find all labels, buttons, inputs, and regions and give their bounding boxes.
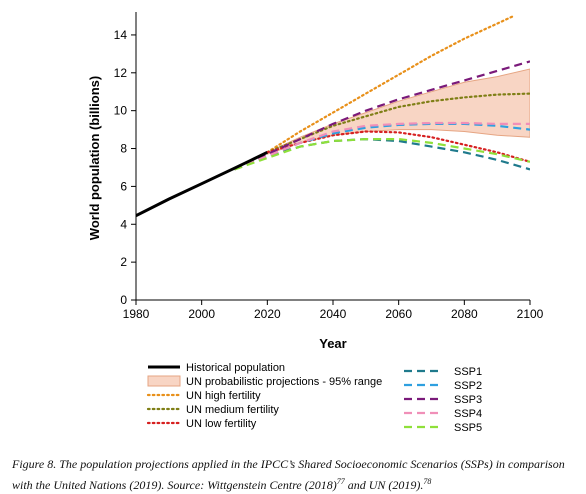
series-line-ssp4 bbox=[234, 121, 530, 171]
legend-label-ssp5: SSP5 bbox=[454, 422, 482, 434]
x-tick-label: 2060 bbox=[385, 307, 412, 321]
y-axis-title: World population (billions) bbox=[87, 76, 102, 240]
legend-label-ssp3: SSP3 bbox=[454, 394, 482, 406]
x-tick-label: 1980 bbox=[123, 307, 150, 321]
y-tick-label: 12 bbox=[114, 66, 128, 80]
x-tick-label: 2020 bbox=[254, 307, 281, 321]
y-tick-label: 0 bbox=[120, 293, 127, 307]
x-tick-label: 2100 bbox=[517, 307, 544, 321]
y-tick-label: 10 bbox=[114, 104, 128, 118]
legend-label-un-low-fertility: UN low fertility bbox=[186, 418, 257, 430]
series-line-ssp3 bbox=[234, 60, 530, 171]
series-line-un-high-fertility bbox=[266, 14, 515, 154]
legend-label-ssp2: SSP2 bbox=[454, 380, 482, 392]
caption-ref-77: 77 bbox=[336, 477, 345, 486]
figure-caption: Figure 8. The population projections app… bbox=[12, 456, 582, 494]
plot-area bbox=[136, 14, 530, 218]
axes: 0 2 4 6 8 10 12 14 1980 2000 2020 2040 2060 2080 2100 bbox=[114, 12, 544, 321]
caption-text-2: and UN (2019). bbox=[344, 478, 424, 492]
x-tick-label: 2000 bbox=[188, 307, 215, 321]
legend-label-ssp1: SSP1 bbox=[454, 366, 482, 378]
series-line-ssp5 bbox=[234, 138, 530, 171]
y-tick-label: 4 bbox=[120, 217, 127, 231]
series-line-historical-population bbox=[136, 150, 268, 218]
x-tick-label: 2040 bbox=[320, 307, 347, 321]
legend-label-un-probabilistic-projections-95-range: UN probabilistic projections - 95% range bbox=[186, 376, 382, 388]
x-tick-label: 2080 bbox=[451, 307, 478, 321]
legend: Historical population UN probabilistic pr… bbox=[146, 362, 482, 434]
y-tick-label: 8 bbox=[120, 142, 127, 156]
x-axis-title: Year bbox=[319, 336, 346, 351]
legend-label-un-medium-fertility: UN medium fertility bbox=[186, 404, 279, 416]
legend-label-ssp4: SSP4 bbox=[454, 408, 482, 420]
y-tick-label: 2 bbox=[120, 255, 127, 269]
y-tick-label: 14 bbox=[114, 28, 128, 42]
legend-label-un-high-fertility: UN high fertility bbox=[186, 390, 261, 402]
legend-label-historical-population: Historical population bbox=[186, 362, 285, 374]
caption-text: Figure 8. The population projections app… bbox=[12, 457, 565, 492]
caption-ref-78: 78 bbox=[423, 477, 432, 486]
legend-swatch-un-probabilistic-projections-95-range bbox=[147, 375, 181, 387]
y-tick-label: 6 bbox=[120, 179, 127, 193]
